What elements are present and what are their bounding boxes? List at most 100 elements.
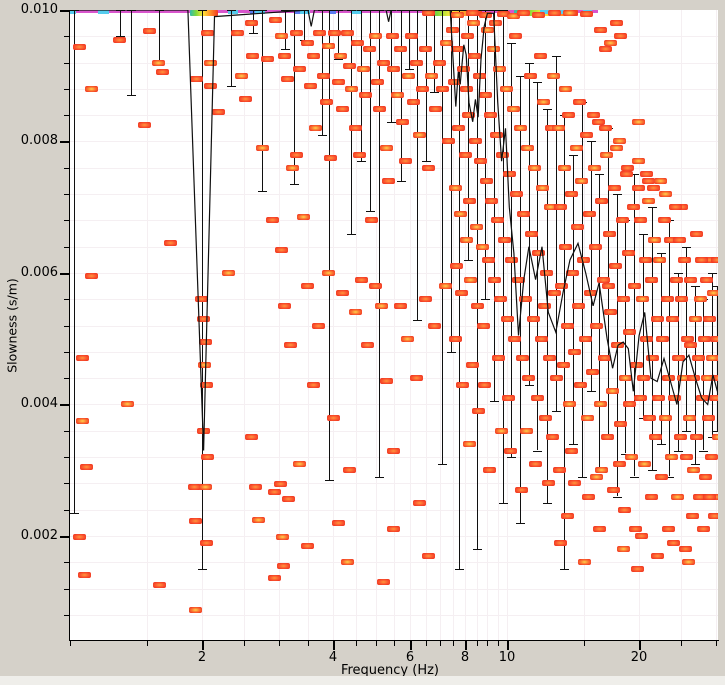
dispersion-marker (252, 517, 265, 523)
dispersion-marker (313, 30, 326, 36)
gridline-vertical (279, 10, 280, 640)
error-bar-cap (258, 10, 267, 11)
dispersion-marker (651, 316, 664, 322)
dispersion-marker (387, 526, 400, 532)
dispersion-marker (322, 270, 335, 276)
dispersion-marker (707, 290, 718, 296)
dispersion-marker (522, 375, 535, 381)
dispersion-marker (684, 277, 697, 283)
error-bar (434, 10, 435, 92)
gridline-vertical (333, 10, 334, 640)
dispersion-marker (361, 342, 374, 348)
error-bar-cap (507, 457, 516, 458)
dispersion-marker (568, 480, 581, 486)
dispersion-marker (565, 191, 578, 197)
error-bar (285, 10, 286, 49)
dispersion-marker (617, 546, 630, 552)
dispersion-marker (708, 513, 718, 519)
error-bar-cap (347, 234, 356, 235)
x-axis-major-tick (410, 641, 412, 650)
dispersion-marker (440, 40, 453, 46)
dispersion-marker (284, 342, 297, 348)
dispersion-marker (573, 99, 586, 105)
dispersion-marker (343, 63, 356, 69)
error-bar-cap (674, 451, 683, 452)
error-bar-cap (334, 59, 343, 60)
gridline-vertical (356, 10, 357, 640)
dispersion-marker (528, 165, 541, 171)
dispersion-marker (153, 582, 166, 588)
dispersion-marker (320, 99, 333, 105)
dispersion-marker (614, 33, 627, 39)
dispersion-marker (359, 92, 372, 98)
dispersion-marker (484, 112, 497, 118)
dispersion-marker (531, 395, 544, 401)
dispersion-marker (274, 481, 287, 487)
dispersion-marker (474, 158, 487, 164)
dispersion-marker (622, 250, 635, 256)
dispersion-marker (492, 355, 505, 361)
gridline-horizontal (70, 431, 718, 432)
dispersion-marker (659, 415, 672, 421)
y-axis-minor-tick (64, 194, 69, 195)
y-axis-line (69, 10, 70, 641)
dispersion-marker (204, 83, 217, 89)
error-bar-cap (595, 174, 604, 175)
error-bar-cap (648, 470, 657, 471)
error-bar-cap (525, 63, 534, 64)
dispersion-marker (307, 53, 320, 59)
error-bar-cap (127, 95, 136, 96)
dispersion-marker (448, 79, 461, 85)
y-tick-label: 0.008 (20, 133, 58, 148)
dispersion-marker (429, 106, 442, 112)
dispersion-marker (672, 355, 685, 361)
dispersion-marker (275, 247, 288, 253)
dispersion-marker (572, 303, 585, 309)
dispersion-marker (507, 106, 520, 112)
error-bar (231, 10, 232, 86)
dispersion-marker (336, 106, 349, 112)
error-bar-cap (552, 411, 561, 412)
dispersion-marker (312, 323, 325, 329)
dispersion-marker (666, 316, 679, 322)
error-bar-cap (155, 10, 164, 11)
dispersion-marker (212, 109, 225, 115)
dispersion-marker (610, 145, 623, 151)
x-axis-minor-tick (477, 641, 478, 646)
dispersion-marker (394, 46, 407, 52)
dispersion-marker (543, 355, 556, 361)
dispersion-marker (382, 178, 395, 184)
dispersion-marker (336, 290, 349, 296)
dispersion-marker (699, 474, 712, 480)
dispersion-marker (589, 244, 602, 250)
dispersion-marker (517, 211, 530, 217)
error-bar-cap (70, 513, 79, 514)
dispersion-marker (402, 73, 415, 79)
dispersion-marker (659, 191, 672, 197)
dispersion-marker (515, 487, 528, 493)
dispersion-marker (487, 46, 500, 52)
dispersion-marker (473, 73, 486, 79)
dispersion-marker (667, 540, 680, 546)
error-bar-cap (387, 122, 396, 123)
dispersion-marker (697, 526, 710, 532)
dispersion-marker (386, 33, 399, 39)
dispersion-marker (613, 138, 626, 144)
dispersion-marker (555, 283, 568, 289)
dispersion-marker (568, 349, 581, 355)
gridline-horizontal (70, 89, 718, 90)
dispersion-marker (256, 145, 269, 151)
dispersion-marker (586, 369, 599, 375)
dispersion-marker (654, 178, 667, 184)
plot-canvas[interactable] (70, 10, 718, 640)
dispersion-marker (278, 303, 291, 309)
dispersion-marker (80, 464, 93, 470)
dispersion-marker (598, 355, 611, 361)
error-bar (564, 115, 565, 569)
dispersion-marker (519, 296, 532, 302)
dispersion-marker (646, 355, 659, 361)
dispersion-marker (464, 277, 477, 283)
dispersion-marker (561, 323, 574, 329)
dispersion-marker (439, 283, 452, 289)
